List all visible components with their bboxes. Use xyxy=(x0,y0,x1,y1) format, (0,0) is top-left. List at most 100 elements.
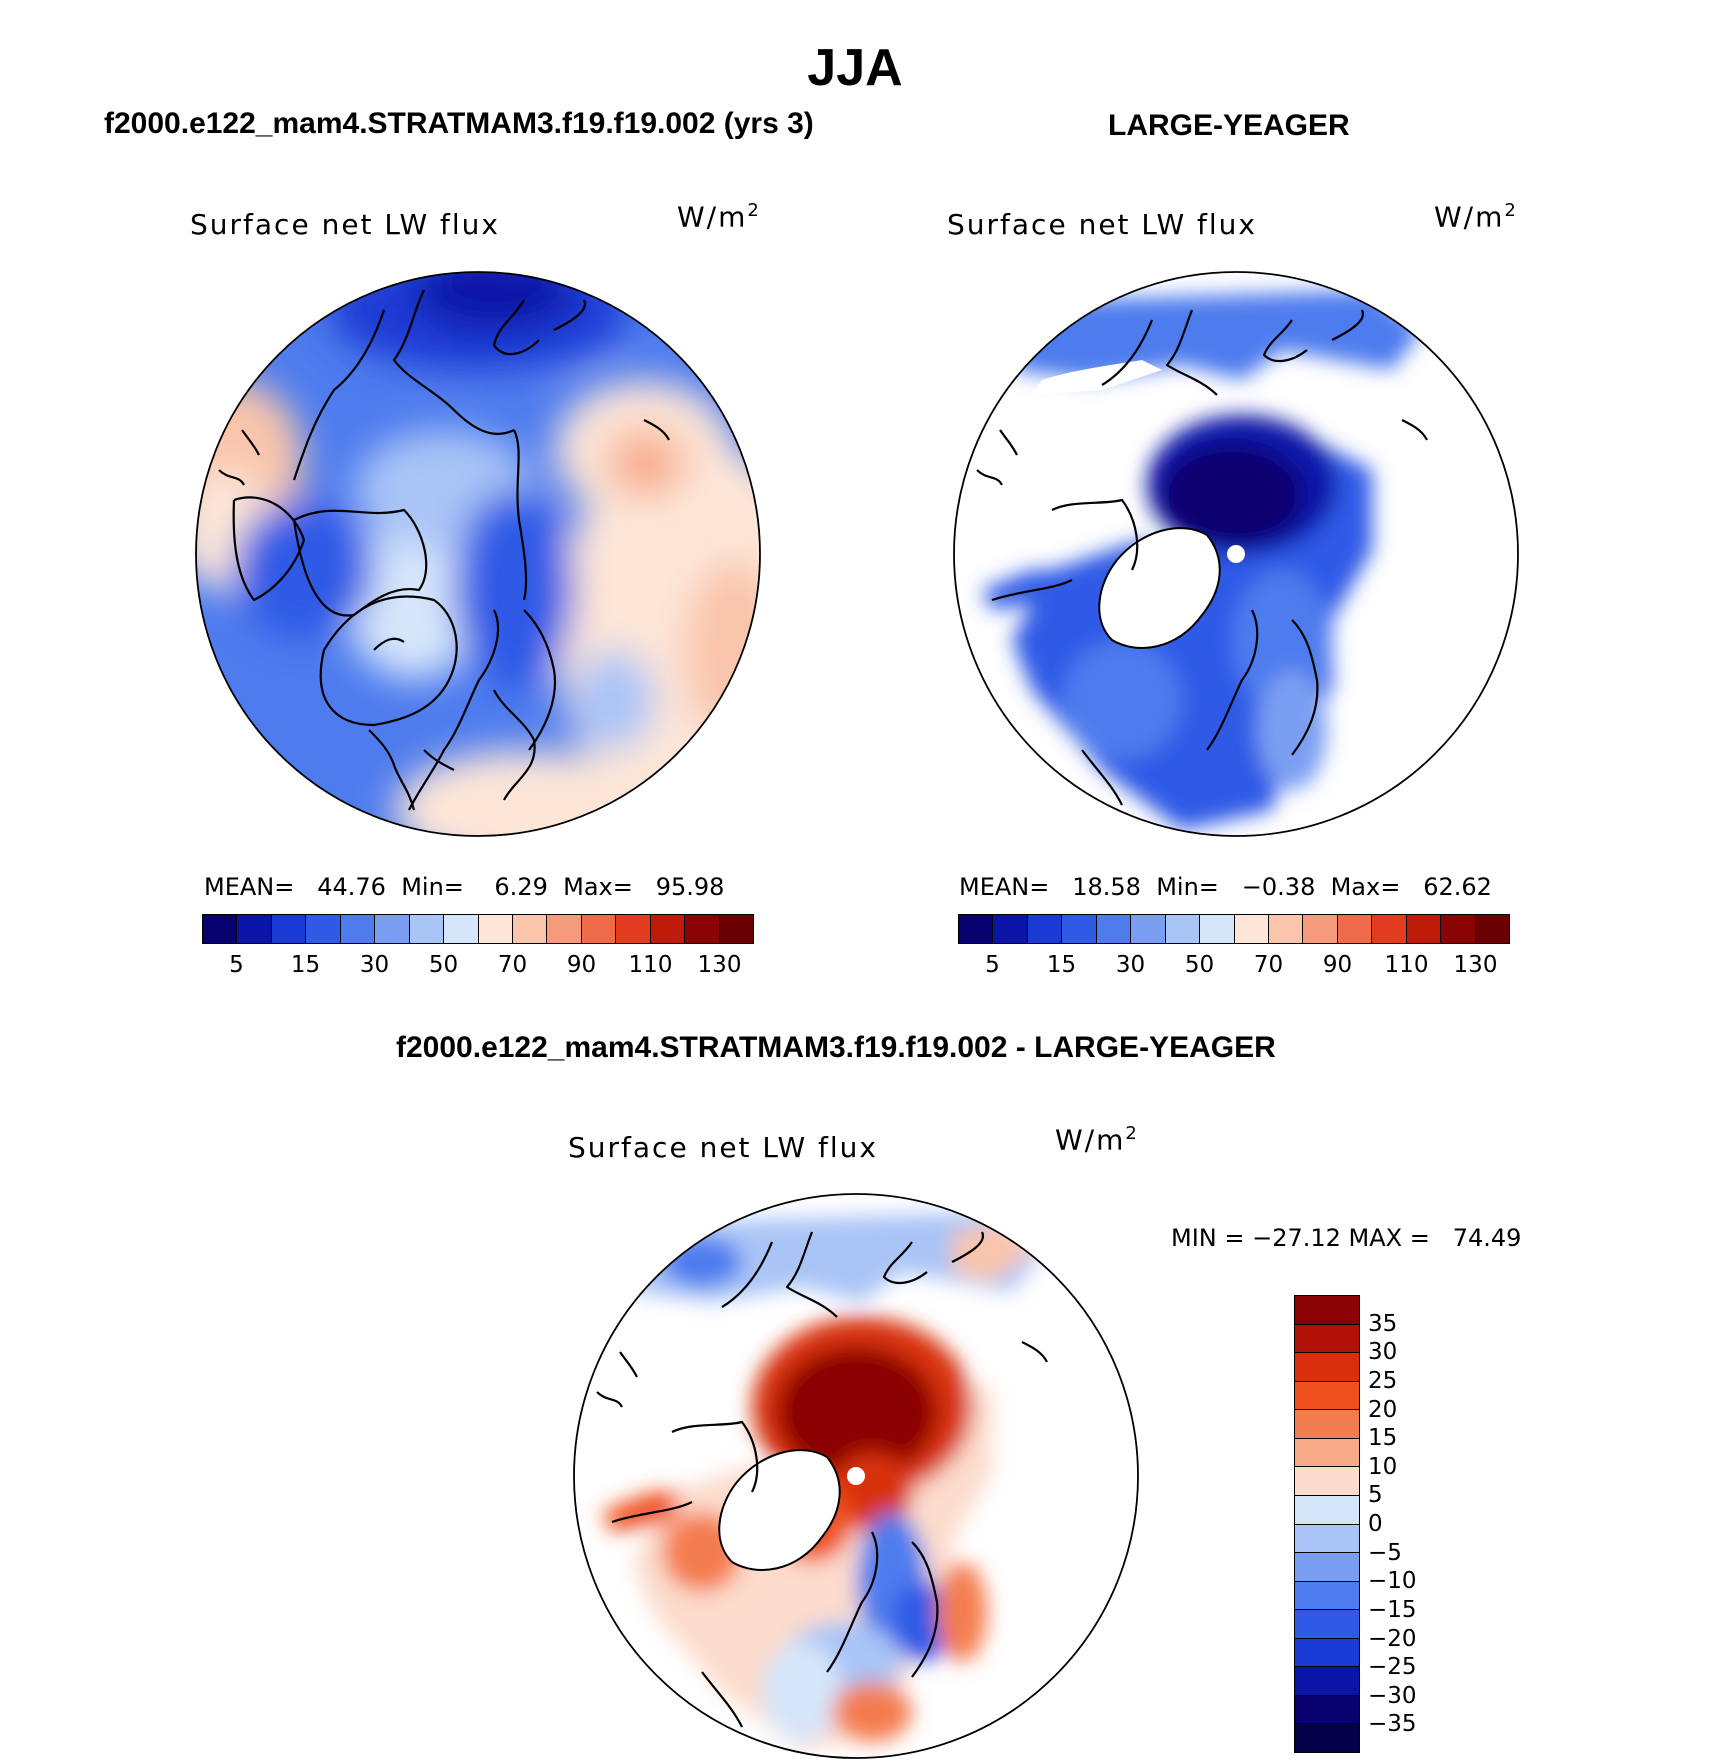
map1-field-patch xyxy=(414,272,574,330)
map2-ocean-field xyxy=(1162,445,1302,545)
colorbar-swatch xyxy=(203,915,238,943)
map3-greenland xyxy=(718,1449,841,1571)
colorbar-swatch xyxy=(1295,1381,1359,1411)
colorbar-swatch xyxy=(1027,915,1063,943)
colorbar-tick-label: 5 xyxy=(985,952,1000,978)
colorbar-tick-label: 5 xyxy=(229,952,244,978)
map3-field-patch xyxy=(662,1237,742,1287)
colorbar-swatch xyxy=(375,915,410,943)
map2-greenland xyxy=(1098,527,1221,649)
colorbar-swatch xyxy=(993,915,1028,943)
case-b-title: LARGE-YEAGER xyxy=(1108,109,1350,142)
colorbar-swatch xyxy=(1295,1610,1359,1639)
colorbar-tick-label: 30 xyxy=(1368,1339,1398,1366)
colorbar-tick-label: 35 xyxy=(1368,1310,1398,1337)
map2-circle-border xyxy=(953,271,1519,837)
colorbar-swatch xyxy=(1165,915,1201,943)
map2-land-patch xyxy=(1032,360,1162,395)
map1-field-patch xyxy=(574,650,654,750)
map2-ocean-field xyxy=(1062,640,1182,760)
colorbar-swatch xyxy=(340,915,376,943)
map3-field-patch xyxy=(937,1562,987,1662)
colorbar-tick-label: 25 xyxy=(1368,1367,1398,1394)
panel1-variable: Surface net LW flux xyxy=(190,208,500,241)
colorbar-tick-label: 10 xyxy=(1368,1453,1398,1480)
panel2-stats: MEAN= 18.58 Min= −0.38 Max= 62.62 xyxy=(959,873,1492,901)
colorbar-swatch xyxy=(1295,1524,1359,1554)
colorbar-tick-label: −35 xyxy=(1368,1711,1417,1738)
map3-field-patch xyxy=(602,1492,682,1532)
colorbar-swatch xyxy=(616,915,651,943)
case-a-title: f2000.e122_mam4.STRATMAM3.f19.f19.002 (y… xyxy=(104,107,814,140)
colorbar-tick-label: 130 xyxy=(1453,952,1498,978)
map3-field-patch xyxy=(777,1347,937,1477)
colorbar-tick-label: −15 xyxy=(1368,1596,1417,1623)
map1-field-patch xyxy=(394,750,654,836)
colorbar-swatch xyxy=(1295,1638,1359,1668)
colorbar-tick-label: 110 xyxy=(628,952,673,978)
map3-circle-border xyxy=(573,1193,1139,1759)
map2-ocean-field xyxy=(1232,570,1332,710)
panel3-units: W/m2 xyxy=(1055,1123,1139,1157)
colorbar-tick-label: 50 xyxy=(1184,952,1215,978)
panel2-units: W/m2 xyxy=(1434,200,1518,234)
colorbar-observations xyxy=(958,914,1510,944)
colorbar-tick-label: 15 xyxy=(290,952,321,978)
colorbar-tick-label: 70 xyxy=(1253,952,1284,978)
map2-ocean-field xyxy=(1257,670,1327,790)
colorbar-swatch xyxy=(1295,1296,1359,1325)
colorbar-swatch xyxy=(444,915,479,943)
map1-circle-border xyxy=(195,271,761,837)
map3-field-patch xyxy=(832,1682,912,1742)
colorbar-tick-label: −30 xyxy=(1368,1682,1417,1709)
map2-pole-marker xyxy=(1227,545,1245,563)
colorbar-swatch xyxy=(1295,1467,1359,1496)
colorbar-tick-label: 30 xyxy=(359,952,390,978)
colorbar-tick-label: 5 xyxy=(1368,1482,1383,1509)
colorbar-swatch xyxy=(409,915,445,943)
panel1-units: W/m2 xyxy=(677,200,761,234)
colorbar-swatch xyxy=(1295,1553,1359,1582)
colorbar-swatch xyxy=(650,915,686,943)
map-panel-observations xyxy=(953,271,1519,837)
map3-coastlines xyxy=(596,1231,1048,1728)
colorbar-swatch xyxy=(1234,915,1269,943)
colorbar-swatch xyxy=(1131,915,1166,943)
map1-field-patch xyxy=(454,490,574,690)
colorbar-swatch xyxy=(1295,1581,1359,1611)
colorbar-tick-label: 90 xyxy=(1322,952,1353,978)
colorbar-swatch xyxy=(478,915,513,943)
colorbar-swatch xyxy=(1295,1695,1359,1725)
colorbar-tick-label: 20 xyxy=(1368,1396,1398,1423)
colorbar-tick-label: −20 xyxy=(1368,1625,1417,1652)
map3-field-patch xyxy=(632,1212,1042,1302)
colorbar-swatch xyxy=(685,915,720,943)
map-panel-difference xyxy=(573,1193,1139,1759)
colorbar-swatch xyxy=(512,915,548,943)
colorbar-swatch xyxy=(1268,915,1304,943)
colorbar-swatch xyxy=(1295,1438,1359,1468)
colorbar-tick-label: −5 xyxy=(1368,1539,1402,1566)
colorbar-swatch xyxy=(271,915,307,943)
map2-ocean-field xyxy=(1012,290,1422,380)
map-panel-model xyxy=(195,271,761,837)
colorbar-swatch xyxy=(1441,915,1476,943)
colorbar-swatch xyxy=(306,915,341,943)
colorbar-swatch xyxy=(719,915,753,943)
colorbar-model xyxy=(202,914,754,944)
panel1-stats: MEAN= 44.76 Min= 6.29 Max= 95.98 xyxy=(204,873,725,901)
colorbar-swatch xyxy=(547,915,582,943)
colorbar-swatch xyxy=(1295,1724,1359,1752)
colorbar-tick-label: −25 xyxy=(1368,1654,1417,1681)
colorbar-tick-label: 130 xyxy=(697,952,742,978)
colorbar-swatch xyxy=(1096,915,1132,943)
map2-ocean-field xyxy=(982,570,1062,610)
colorbar-tick-label: 110 xyxy=(1384,952,1429,978)
colorbar-swatch xyxy=(237,915,272,943)
colorbar-swatch xyxy=(1295,1324,1359,1354)
panel3-stats: MIN = −27.12 MAX = 74.49 xyxy=(1171,1224,1522,1252)
colorbar-swatch xyxy=(1295,1410,1359,1439)
colorbar-tick-label: 30 xyxy=(1115,952,1146,978)
map1-coastlines xyxy=(218,289,670,811)
colorbar-swatch xyxy=(1295,1667,1359,1696)
